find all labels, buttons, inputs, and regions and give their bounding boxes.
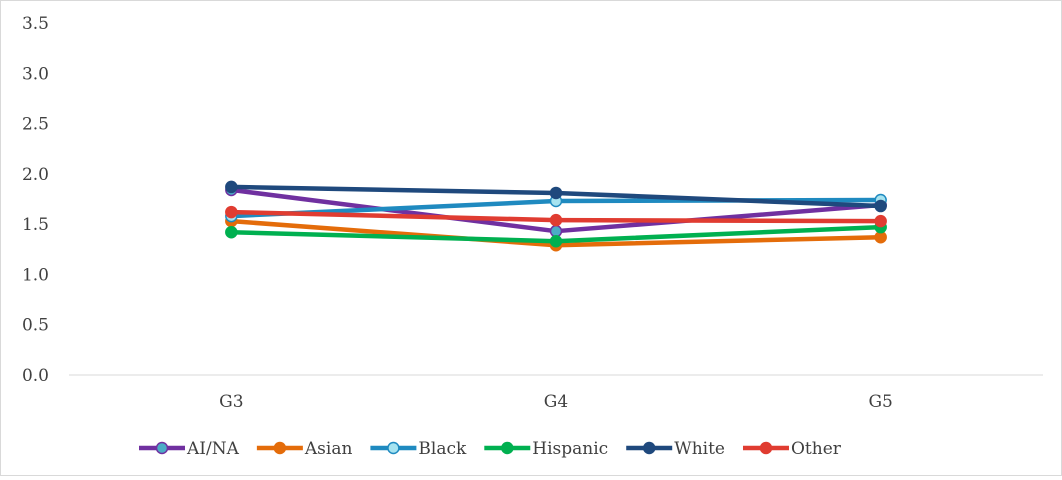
series-lines [225, 180, 887, 252]
legend: AI/NA Asian Black Hispanic White Other [139, 439, 842, 459]
x-tick-label: G3 [219, 392, 243, 412]
y-tick-label: 0.0 [22, 366, 49, 386]
series-white [225, 180, 887, 213]
legend-item-asian: Asian [256, 439, 353, 459]
legend-label: Other [791, 439, 842, 459]
data-point-hispanic [225, 225, 238, 239]
data-point-white [549, 186, 563, 200]
y-tick-label: 2.0 [22, 165, 49, 185]
y-tick-label: 1.0 [22, 265, 49, 285]
legend-swatch-marker [155, 441, 169, 455]
y-tick-label: 1.5 [22, 215, 49, 235]
legend-swatch-marker [273, 441, 287, 455]
y-axis-ticks: 0.0 0.5 1.0 1.5 2.0 2.5 3.0 3.5 [22, 14, 49, 386]
legend-label: AI/NA [186, 439, 240, 459]
legend-label: Asian [304, 439, 353, 459]
legend-swatch-marker [387, 441, 400, 455]
x-tick-label: G5 [868, 392, 892, 412]
x-axis-ticks: G3 G4 G5 [219, 392, 893, 412]
legend-swatch-marker [642, 441, 656, 455]
legend-swatch-marker [501, 441, 514, 455]
data-point-hispanic [549, 234, 563, 248]
y-tick-label: 3.5 [22, 14, 49, 34]
data-point-white [874, 199, 887, 213]
data-point-other [549, 213, 563, 227]
legend-item-black: Black [370, 439, 467, 459]
series-other [225, 205, 887, 228]
legend-label: Hispanic [532, 439, 608, 459]
data-point-other [225, 205, 238, 219]
data-point-other [874, 214, 887, 228]
x-tick-label: G4 [544, 392, 568, 412]
y-tick-label: 0.5 [22, 316, 49, 336]
y-tick-label: 2.5 [22, 115, 49, 135]
legend-item-other: Other [742, 439, 842, 459]
legend-label: Black [418, 439, 467, 459]
legend-swatch-marker [759, 441, 773, 455]
legend-label: White [674, 439, 725, 459]
legend-item-ai-na: AI/NA [139, 439, 240, 459]
y-tick-label: 3.0 [22, 64, 49, 84]
data-point-white [225, 180, 238, 194]
legend-item-hispanic: Hispanic [484, 439, 608, 459]
legend-item-white: White [626, 439, 725, 459]
